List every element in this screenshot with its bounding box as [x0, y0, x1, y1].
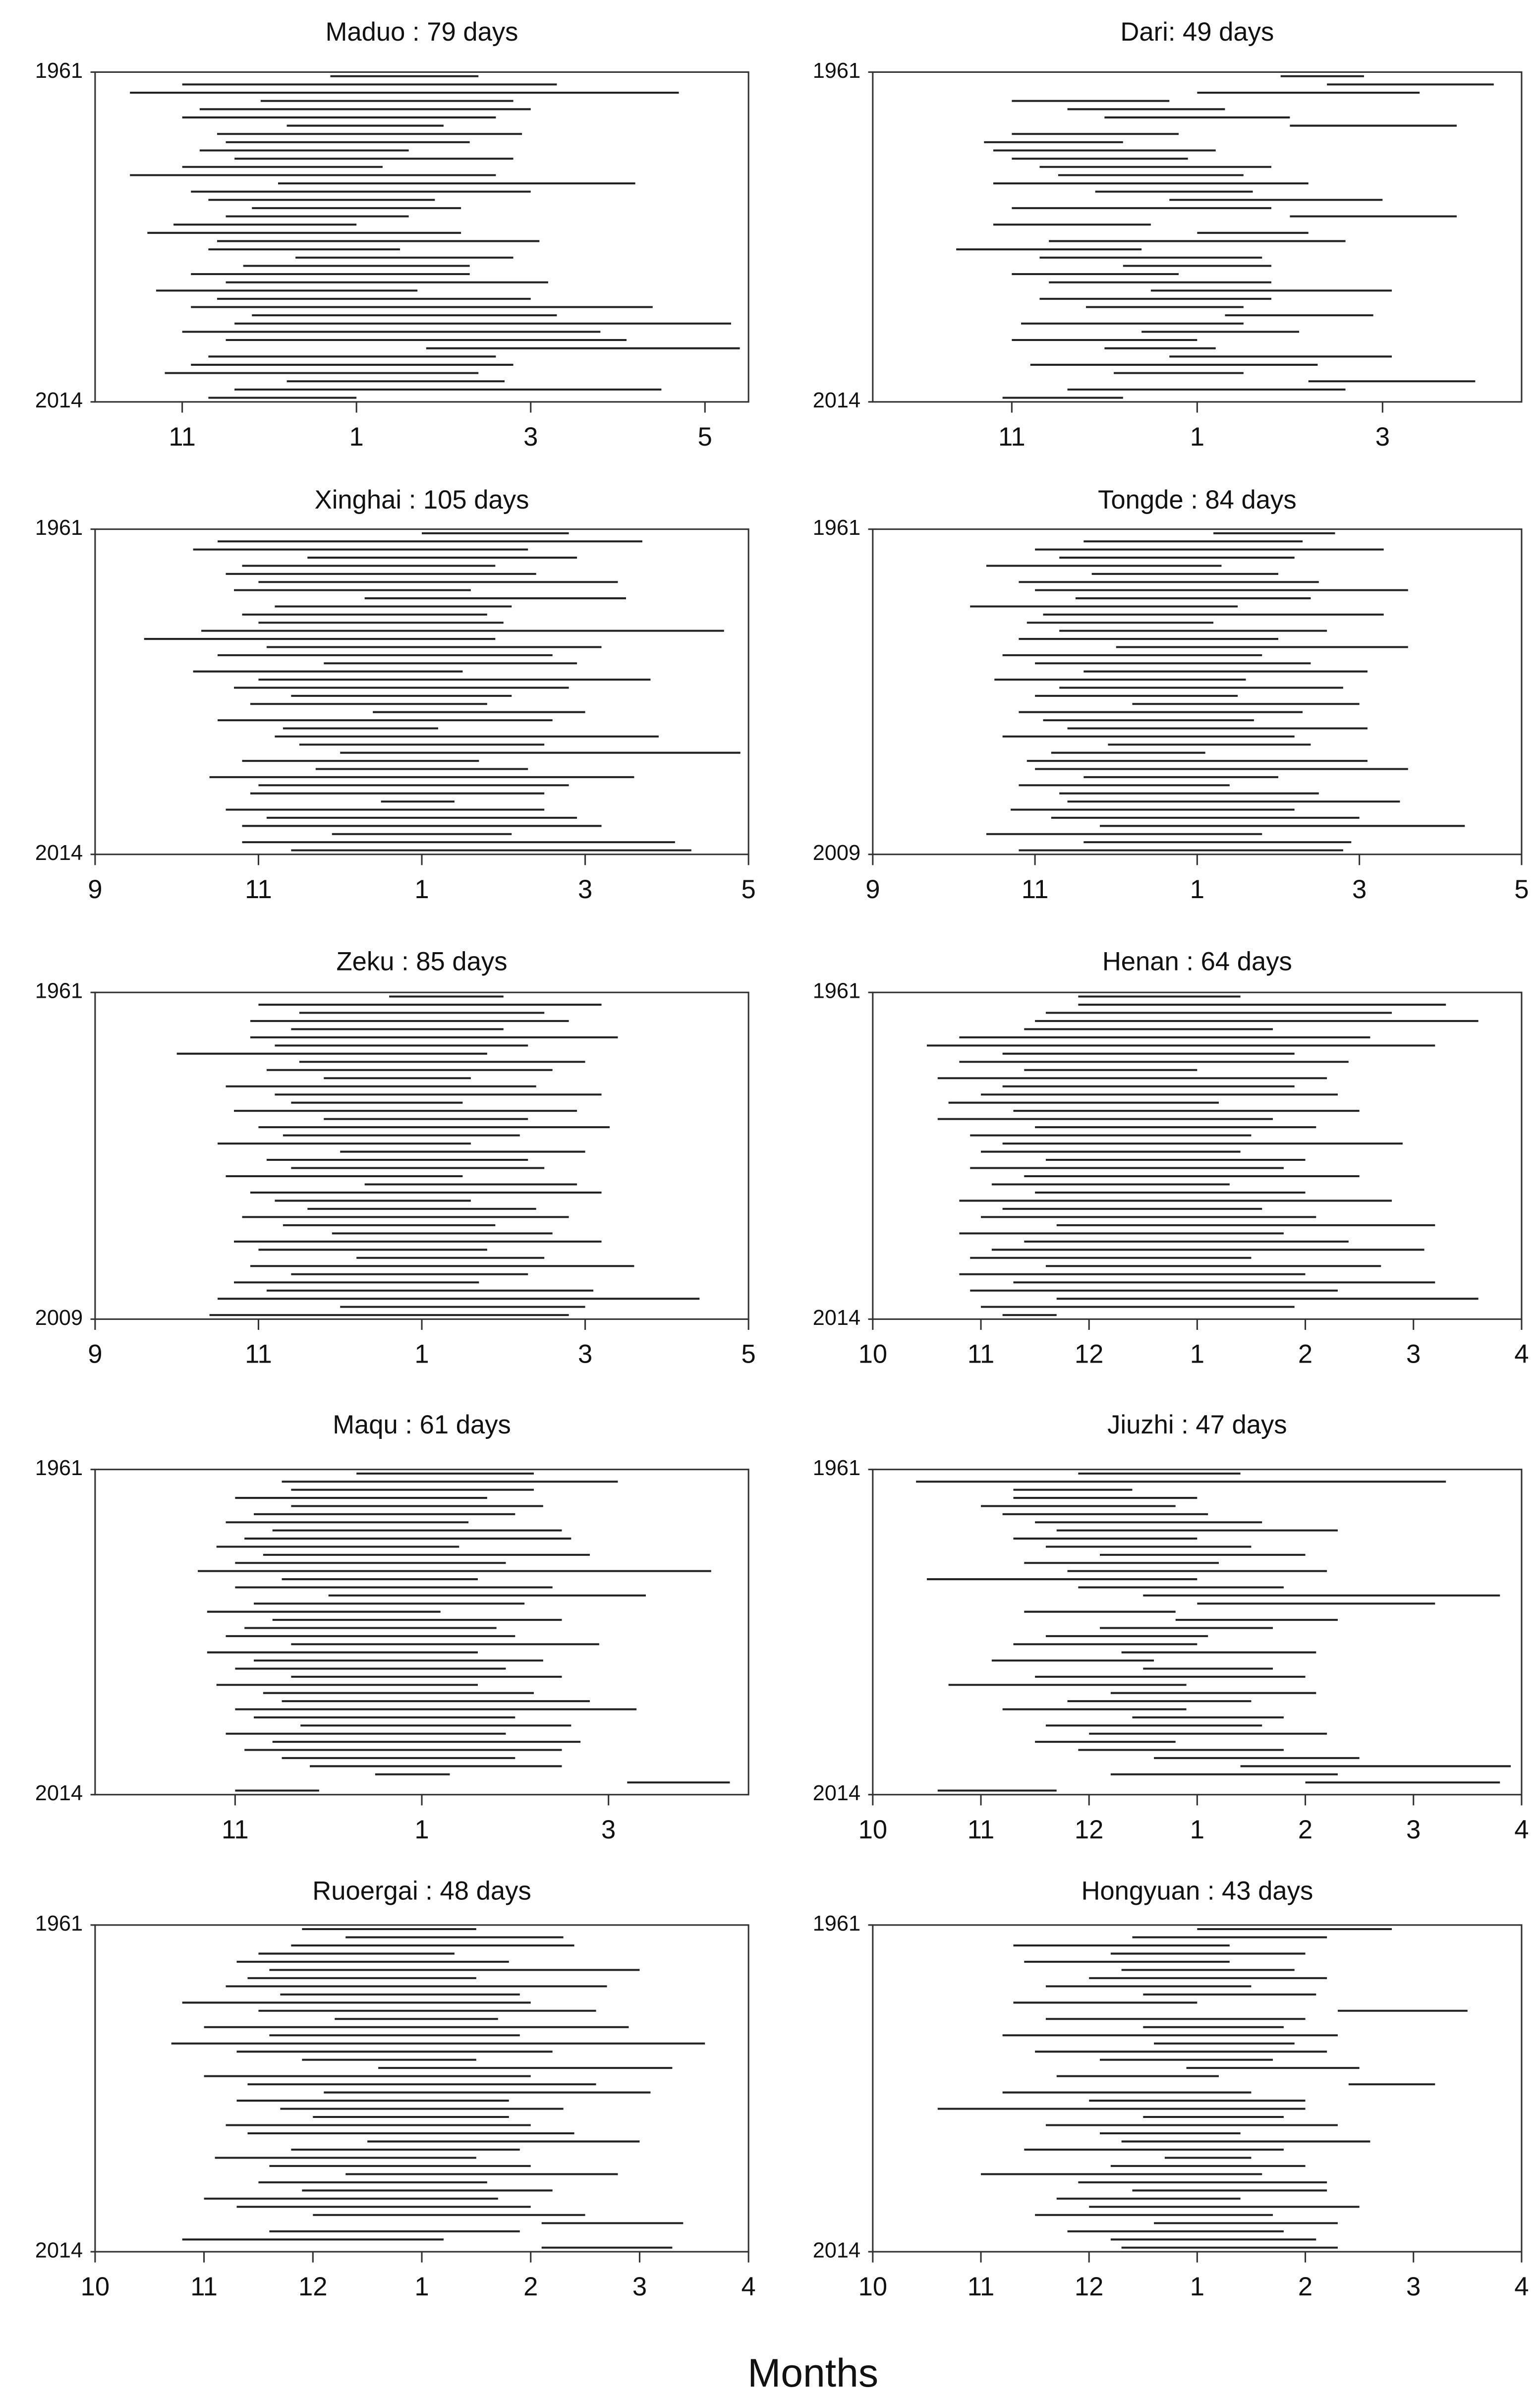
x-tick-label: 4 [741, 2272, 756, 2301]
y-tick-label: 2014 [813, 2238, 860, 2262]
y-tick-label: 2014 [35, 841, 83, 865]
y-tick-label: 2014 [35, 1781, 83, 1805]
plot-frame [94, 528, 749, 856]
x-tick-label: 10 [858, 1340, 888, 1369]
x-tick-label: 1 [414, 875, 429, 904]
x-tick-label: 2 [523, 2272, 538, 2301]
y-tick-label: 1961 [813, 1912, 860, 1936]
x-tick-label: 4 [1514, 1340, 1529, 1369]
y-tick-label: 1961 [813, 979, 860, 1003]
x-tick-label: 1 [1190, 2272, 1204, 2301]
x-tick-label: 11 [1022, 875, 1049, 904]
x-tick-label: 11 [222, 1815, 249, 1844]
x-tick-label: 3 [1352, 875, 1367, 904]
x-tick-label: 1 [414, 1815, 429, 1844]
x-tick-label: 9 [88, 1340, 102, 1369]
y-tick-label: 2014 [813, 389, 860, 412]
panel-title: Tongde : 84 days [1098, 485, 1297, 514]
x-tick-label: 5 [1514, 875, 1529, 904]
panel-title: Jiuzhi : 47 days [1107, 1410, 1287, 1439]
panel-title: Xinghai : 105 days [315, 485, 529, 514]
x-tick-label: 1 [1190, 1815, 1204, 1844]
plot-frame [94, 1469, 749, 1796]
x-tick-label: 1 [1190, 422, 1204, 452]
plot-frame [872, 71, 1523, 403]
x-tick-label: 5 [698, 422, 712, 452]
x-tick-label: 12 [1075, 1815, 1104, 1844]
y-tick-label: 2009 [813, 841, 860, 865]
x-tick-label: 5 [741, 875, 756, 904]
x-tick-label: 3 [578, 1340, 592, 1369]
x-tick-label: 9 [865, 875, 880, 904]
panel-title: Maduo : 79 days [326, 17, 518, 47]
x-tick-label: 10 [858, 1815, 888, 1844]
x-tick-label: 3 [523, 422, 538, 452]
plot-frame [94, 1924, 749, 2253]
plot-frame [872, 528, 1523, 856]
y-tick-label: 2014 [35, 2238, 83, 2262]
plot-frame [872, 1469, 1523, 1796]
panel-title: Ruoergai : 48 days [312, 1877, 531, 1906]
plot-frame [94, 991, 749, 1320]
x-tick-label: 4 [1514, 1815, 1529, 1844]
x-tick-label: 2 [1298, 1815, 1312, 1844]
x-tick-label: 3 [1375, 422, 1390, 452]
x-tick-label: 2 [1298, 1340, 1312, 1369]
x-tick-label: 3 [601, 1815, 616, 1844]
y-tick-label: 1961 [35, 516, 83, 540]
y-tick-label: 2014 [35, 389, 83, 412]
panel-title: Dari: 49 days [1120, 17, 1274, 47]
y-tick-label: 1961 [813, 1456, 860, 1480]
plot-frame [94, 71, 749, 403]
x-tick-label: 11 [245, 1340, 272, 1369]
x-tick-label: 11 [968, 2272, 995, 2301]
panel-title: Zeku : 85 days [337, 947, 508, 976]
y-tick-label: 1961 [35, 979, 83, 1003]
x-tick-label: 10 [81, 2272, 110, 2301]
y-tick-label: 2014 [813, 1306, 860, 1330]
x-tick-label: 1 [414, 2272, 429, 2301]
x-tick-label: 3 [632, 2272, 647, 2301]
x-tick-label: 11 [245, 875, 272, 904]
x-tick-label: 3 [578, 875, 592, 904]
x-tick-label: 1 [1190, 1340, 1204, 1369]
x-tick-label: 11 [968, 1340, 995, 1369]
y-tick-label: 1961 [813, 59, 860, 83]
x-tick-label: 12 [298, 2272, 328, 2301]
x-tick-label: 11 [169, 422, 196, 452]
x-tick-label: 1 [1190, 875, 1204, 904]
panel-title: Henan : 64 days [1102, 947, 1292, 976]
x-tick-label: 10 [858, 2272, 888, 2301]
plot-frame [872, 991, 1523, 1320]
x-tick-label: 11 [190, 2272, 218, 2301]
x-tick-label: 11 [968, 1815, 995, 1844]
panel-title: Maqu : 61 days [333, 1410, 511, 1439]
x-tick-label: 4 [1514, 2272, 1529, 2301]
y-tick-label: 1961 [35, 59, 83, 83]
x-tick-label: 3 [1406, 2272, 1421, 2301]
x-tick-label: 5 [741, 1340, 756, 1369]
x-tick-label: 3 [1406, 1815, 1421, 1844]
x-tick-label: 3 [1406, 1340, 1421, 1369]
y-tick-label: 1961 [813, 516, 860, 540]
x-tick-label: 12 [1075, 2272, 1104, 2301]
x-tick-label: 9 [88, 875, 102, 904]
y-tick-label: 1961 [35, 1456, 83, 1480]
x-axis-label: Months [747, 2351, 878, 2396]
y-tick-label: 1961 [35, 1912, 83, 1936]
panel-title: Hongyuan : 43 days [1081, 1877, 1313, 1906]
y-tick-label: 2009 [35, 1306, 83, 1330]
y-tick-label: 2014 [813, 1781, 860, 1805]
x-tick-label: 11 [998, 422, 1026, 452]
plot-frame [872, 1924, 1523, 2253]
x-tick-label: 12 [1075, 1340, 1104, 1369]
x-tick-label: 2 [1298, 2272, 1312, 2301]
x-tick-label: 1 [349, 422, 364, 452]
x-tick-label: 1 [414, 1340, 429, 1369]
